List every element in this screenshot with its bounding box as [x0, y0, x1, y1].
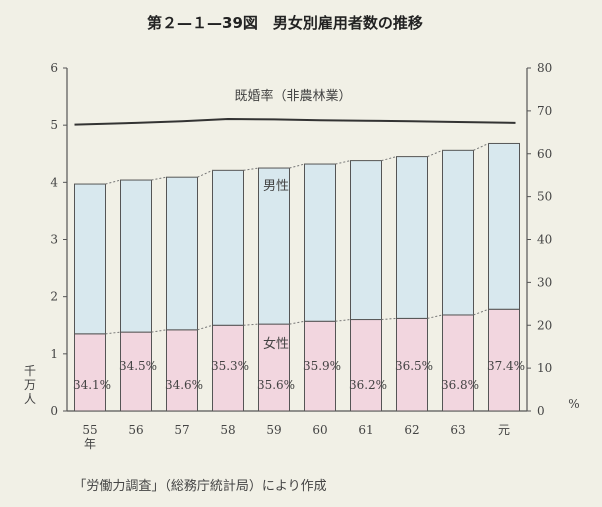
right-tick-label: 70	[537, 104, 552, 118]
category-label: 60	[312, 423, 327, 437]
female-share-label: 34.6%	[165, 378, 203, 392]
line-group	[74, 117, 516, 126]
left-axis-unit-char: 人	[24, 392, 36, 406]
category-label: 58	[220, 423, 235, 437]
female-connector	[243, 323, 259, 326]
category-label: 62	[404, 423, 419, 437]
category-label: 55	[82, 423, 97, 437]
right-tick-label: 0	[537, 404, 545, 418]
male-series-label: 男性	[263, 179, 289, 194]
right-tick-label: 20	[537, 318, 552, 332]
total-connector	[289, 163, 305, 169]
right-tick-label: 30	[537, 275, 552, 289]
bar-male-63	[442, 149, 474, 316]
bar-male-57	[166, 176, 198, 331]
female-share-label: 35.3%	[211, 359, 249, 373]
bar-female-55	[74, 333, 106, 412]
right-tick-label: 40	[537, 233, 552, 247]
female-share-label: 35.9%	[303, 359, 341, 373]
female-share-label: 37.4%	[487, 359, 525, 373]
total-connector	[335, 160, 351, 165]
female-share-label: 35.6%	[257, 378, 295, 392]
bars-group	[74, 142, 520, 412]
female-share-label: 36.2%	[349, 378, 387, 392]
female-connector	[335, 319, 351, 322]
category-label: 59	[266, 423, 281, 437]
left-tick-label: 1	[50, 347, 58, 361]
bar-female-58	[212, 324, 244, 412]
left-tick-label: 0	[50, 404, 58, 418]
total-connector	[473, 143, 489, 151]
bar-male-55	[74, 183, 106, 335]
category-label: 63	[450, 423, 465, 437]
total-connector	[105, 179, 121, 185]
marriage-rate-line	[74, 117, 516, 126]
left-axis-unit-char: 千	[24, 364, 36, 378]
bar-male-58	[212, 169, 244, 326]
total-connector	[197, 169, 213, 178]
bar-female-60	[304, 320, 336, 412]
category-label: 元	[498, 423, 510, 437]
right-tick-label: 10	[537, 361, 552, 375]
left-tick-label: 2	[50, 290, 58, 304]
female-connector	[427, 314, 443, 319]
total-connector	[151, 176, 167, 181]
female-connector	[105, 331, 121, 335]
female-share-label: 36.5%	[395, 359, 433, 373]
female-share-label: 34.5%	[119, 359, 157, 373]
female-connector	[381, 317, 397, 321]
right-tick-label: 50	[537, 190, 552, 204]
category-label: 56	[128, 423, 143, 437]
left-axis-unit-char: 万	[24, 378, 36, 392]
female-connector	[289, 320, 305, 325]
category-label: 57	[174, 423, 189, 437]
bar-female-57	[166, 329, 198, 412]
total-connector	[243, 167, 259, 171]
female-connector	[197, 324, 213, 331]
category-label: 61	[358, 423, 373, 437]
source-note: 「労働力調査」（総務庁統計局）により作成	[73, 478, 326, 494]
left-tick-label: 4	[50, 175, 58, 189]
bar-male-62	[396, 156, 428, 319]
female-connector	[473, 308, 489, 316]
left-tick-label: 3	[50, 233, 58, 247]
bar-female-61	[350, 319, 382, 412]
left-tick-label: 6	[50, 61, 58, 75]
bar-male-60	[304, 163, 336, 322]
bar-male-56	[120, 179, 152, 333]
bar-male-61	[350, 160, 382, 321]
bar-male-59	[258, 167, 290, 325]
right-axis-unit: %	[568, 397, 579, 411]
female-share-label: 36.8%	[441, 378, 479, 392]
category-suffix: 年	[84, 437, 96, 451]
bar-female-63	[442, 314, 474, 412]
female-series-label: 女性	[263, 336, 289, 352]
bar-male-元	[488, 142, 520, 310]
female-share-label: 34.1%	[73, 378, 111, 392]
chart-title: 第２—１—39図 男女別雇用者数の推移	[147, 14, 423, 32]
total-connector	[381, 156, 397, 162]
female-connector	[151, 329, 167, 333]
right-tick-label: 60	[537, 147, 552, 161]
total-connector	[427, 149, 443, 158]
left-tick-label: 5	[50, 118, 58, 132]
bar-female-59	[258, 323, 290, 412]
marriage-rate-label: 既婚率（非農林業）	[234, 88, 351, 104]
right-tick-label: 80	[537, 61, 552, 75]
